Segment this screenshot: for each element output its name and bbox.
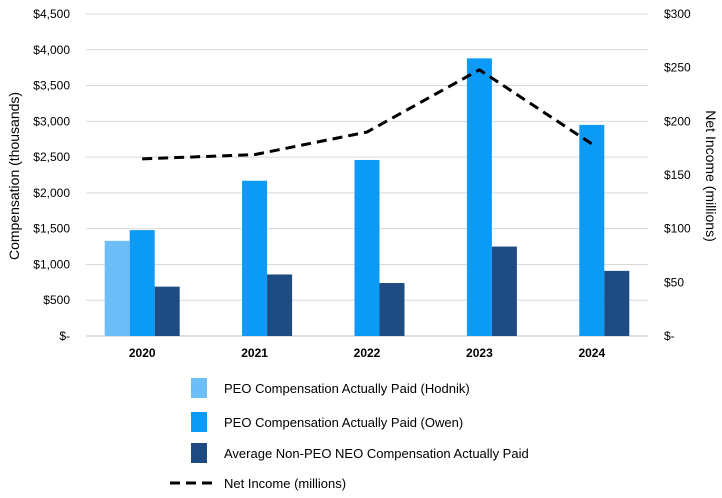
bar-series2-2020	[129, 230, 155, 336]
left-tick-label: $2,500	[33, 150, 70, 164]
left-axis-title: Compensation (thousands)	[6, 92, 22, 260]
left-tick-label: $-	[59, 329, 70, 343]
left-tick-label: $1,500	[33, 222, 70, 236]
bar-series2-2023	[466, 58, 492, 337]
right-axis-title: Net Income (millions)	[703, 110, 719, 241]
left-tick-label: $500	[43, 293, 70, 307]
left-axis-ticks: $- $500 $1,000 $1,500 $2,000 $2,500 $3,000 $3,5…	[33, 7, 70, 343]
bar-series2-2021	[242, 180, 268, 336]
bar-series2-2022	[354, 159, 380, 336]
legend-label-net-income: Net Income (millions)	[224, 476, 346, 491]
bar-series3-2021	[267, 274, 293, 336]
right-tick-label: $50	[664, 275, 684, 289]
legend-label-3: Average Non-PEO NEO Compensation Actuall…	[224, 446, 529, 461]
category-label-2020: 2020	[129, 346, 156, 360]
right-tick-label: $200	[664, 114, 691, 128]
bars	[104, 58, 630, 337]
net-income-line	[142, 68, 593, 161]
category-label-2022: 2022	[354, 346, 381, 360]
bar-series3-2020	[154, 286, 180, 336]
left-tick-label: $4,500	[33, 7, 70, 21]
bar-series3-2022	[379, 283, 405, 336]
net-income-line-layer	[142, 68, 593, 161]
right-tick-label: $300	[664, 7, 691, 21]
right-tick-label: $-	[664, 329, 675, 343]
legend-swatch-1	[191, 378, 207, 398]
category-label-2021: 2021	[241, 346, 268, 360]
left-tick-label: $3,000	[33, 114, 70, 128]
category-axis-ticks: 2020 2021 2022 2023 2024	[129, 346, 606, 360]
legend-swatch-2	[191, 412, 207, 432]
legend-label-2: PEO Compensation Actually Paid (Owen)	[224, 415, 463, 430]
left-tick-label: $1,000	[33, 257, 70, 271]
bar-series3-2023	[491, 246, 517, 336]
legend-label-1: PEO Compensation Actually Paid (Hodnik)	[224, 381, 470, 396]
left-tick-label: $4,000	[33, 43, 70, 57]
right-tick-label: $250	[664, 61, 691, 75]
category-label-2024: 2024	[578, 346, 605, 360]
bar-series1-2020	[104, 240, 130, 336]
left-tick-label: $2,000	[33, 186, 70, 200]
left-tick-label: $3,500	[33, 79, 70, 93]
category-label-2023: 2023	[466, 346, 493, 360]
legend: PEO Compensation Actually Paid (Hodnik) P…	[170, 378, 529, 491]
legend-swatch-3	[191, 443, 207, 463]
right-tick-label: $100	[664, 222, 691, 236]
bar-series2-2024	[579, 124, 605, 337]
bar-series3-2024	[604, 270, 630, 336]
right-tick-label: $150	[664, 168, 691, 182]
right-axis-ticks: $- $50 $100 $150 $200 $250 $300	[664, 7, 691, 343]
